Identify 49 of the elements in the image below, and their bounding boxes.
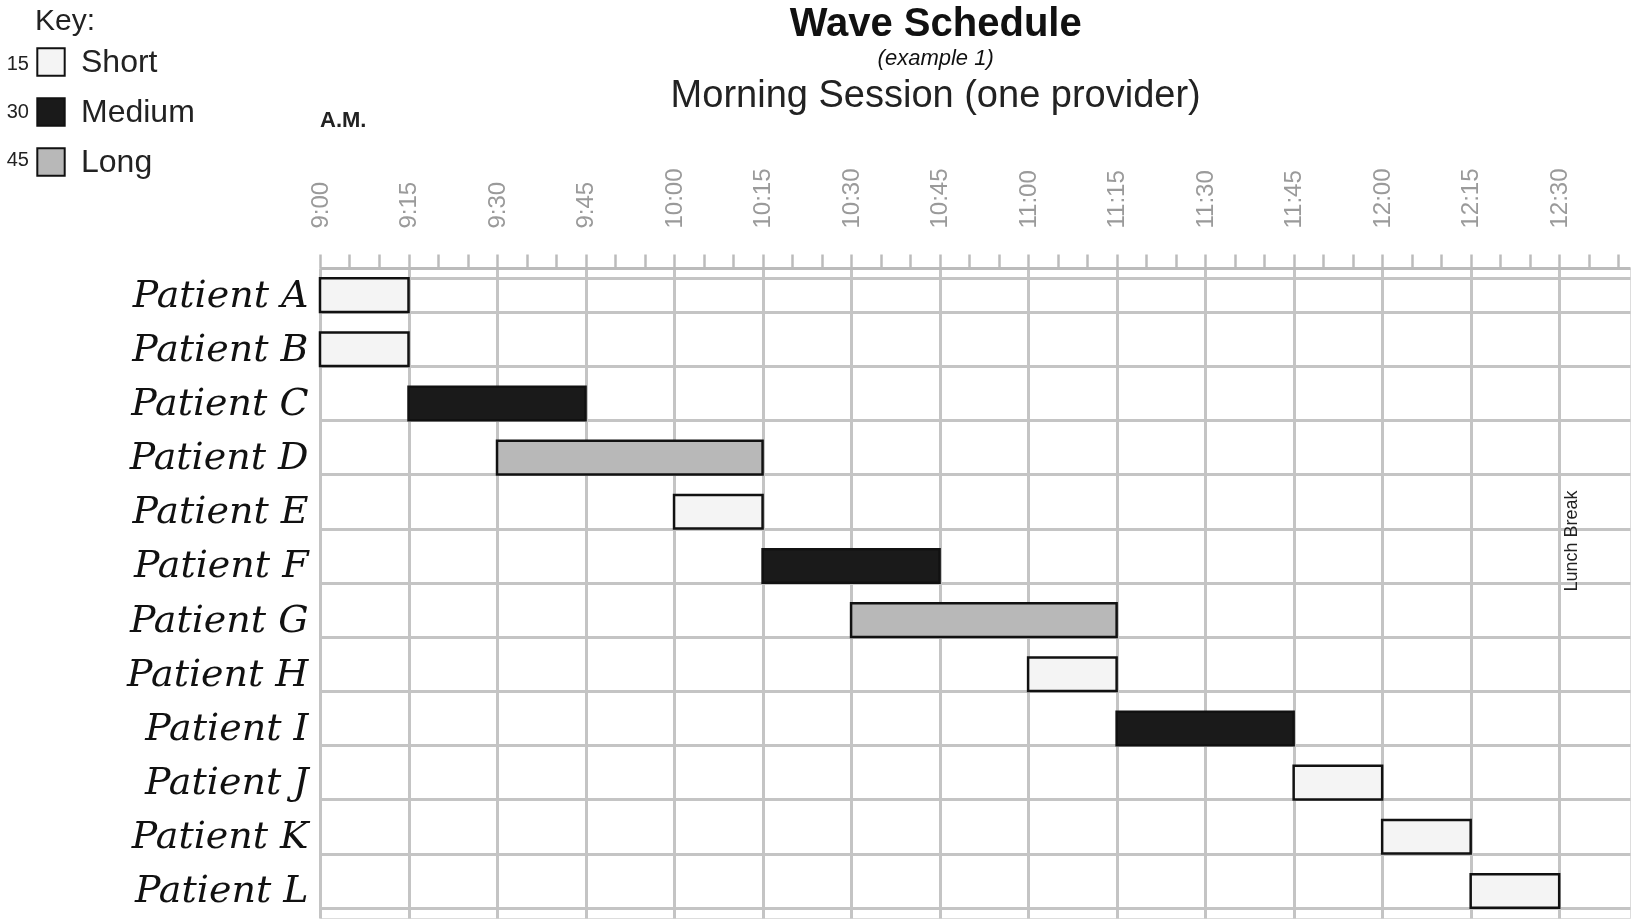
y-tick-label: Patient D xyxy=(128,434,309,479)
x-tick-label: 9:30 xyxy=(482,181,510,229)
x-tick-label: 12:00 xyxy=(1367,168,1395,229)
y-tick-label: Patient G xyxy=(128,596,309,641)
y-tick-label: Patient K xyxy=(130,813,312,858)
x-tick-label: 12:15 xyxy=(1456,168,1484,229)
legend-title: Key: xyxy=(35,3,96,36)
bar xyxy=(1380,818,1472,855)
bar xyxy=(1115,710,1295,747)
y-tick-label: Patient L xyxy=(134,867,309,912)
text: 15 xyxy=(6,52,29,74)
chart-title: Wave Schedule xyxy=(789,0,1082,44)
text: 45 xyxy=(6,148,29,170)
y-tick-label: Patient A xyxy=(131,271,309,316)
legend-label: Medium xyxy=(81,93,195,129)
x-tick-label: 9:15 xyxy=(394,181,422,229)
y-tick-label: Patient J xyxy=(144,759,311,804)
y-tick-label: Patient F xyxy=(132,542,311,587)
legend-label: Short xyxy=(81,43,158,79)
bar xyxy=(761,547,941,584)
text: A.M. xyxy=(320,107,367,132)
y-tick-label: Patient B xyxy=(131,325,309,370)
y-tick-label: Patient E xyxy=(131,488,309,533)
y-tick-label: Patient I xyxy=(144,704,310,749)
bar xyxy=(318,331,410,368)
bar xyxy=(318,277,410,314)
text: 30 xyxy=(6,100,29,122)
bar xyxy=(1026,656,1118,693)
x-tick-label: 9:45 xyxy=(571,181,599,229)
annotation: Lunch Break xyxy=(1561,489,1581,592)
x-tick-label: 10:15 xyxy=(748,168,776,229)
y-tick-label: Patient C xyxy=(130,379,309,424)
chart-subtitle: (example 1) xyxy=(877,45,994,70)
x-tick-label: 9:00 xyxy=(305,181,333,229)
y-tick-label: Patient H xyxy=(126,650,310,695)
bar xyxy=(1469,872,1561,909)
bar xyxy=(1292,764,1384,801)
x-tick-label: 10:30 xyxy=(836,168,864,229)
x-tick-label: 11:15 xyxy=(1102,170,1130,229)
x-tick-label: 10:00 xyxy=(659,168,687,229)
x-tick-label: 11:30 xyxy=(1190,170,1218,229)
bar xyxy=(672,493,764,530)
legend-label: Long xyxy=(81,143,153,179)
x-tick-label: 12:30 xyxy=(1544,168,1572,229)
text: Morning Session (one provider) xyxy=(670,73,1201,115)
x-tick-label: 10:45 xyxy=(925,168,953,229)
x-tick-label: 11:45 xyxy=(1279,170,1307,229)
bar xyxy=(407,385,587,422)
x-tick-label: 11:00 xyxy=(1013,170,1041,229)
